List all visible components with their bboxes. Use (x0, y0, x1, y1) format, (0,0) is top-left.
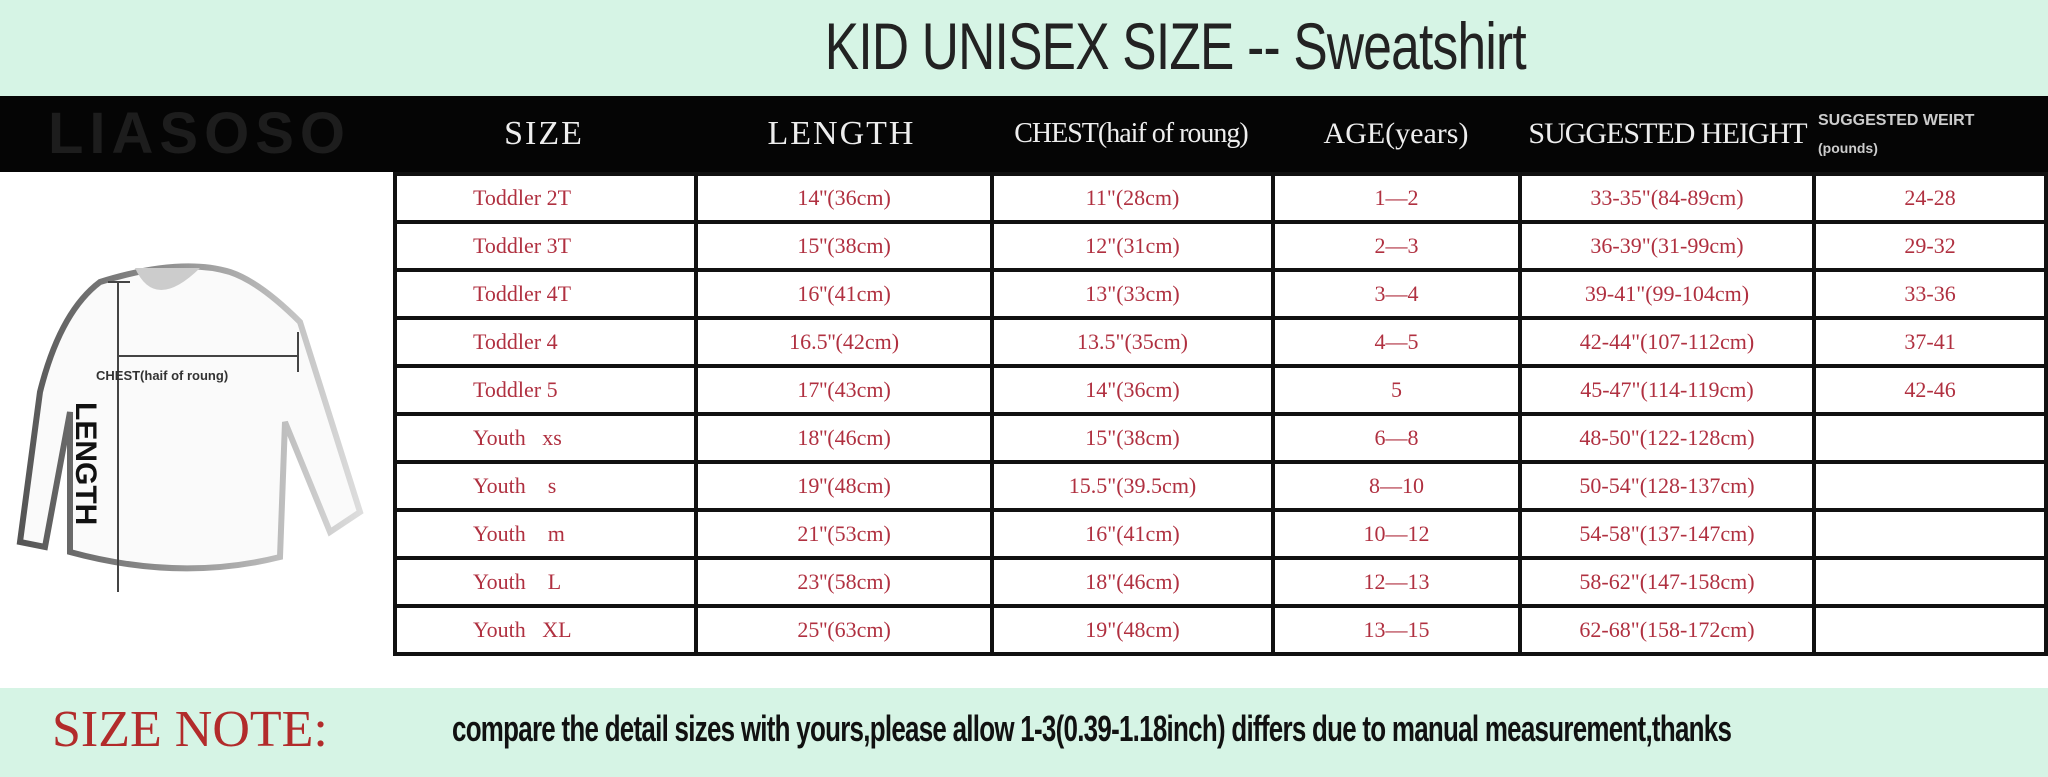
cell-age: 3—4 (1271, 268, 1522, 320)
table-row: Toddler 2T 14''(36cm) 11"(28cm) 1—2 33-35"(8… (392, 172, 2048, 224)
cell-chest: 13.5"(35cm) (989, 316, 1276, 368)
cell-length: 25''(63cm) (694, 604, 994, 656)
cell-weight (1812, 556, 2048, 608)
sweatshirt-icon (16, 263, 364, 592)
title-band (0, 0, 2048, 96)
table-row: Toddler 5 17''(43cm) 14"(36cm) 5 45-47"(114-… (392, 364, 2048, 416)
cell-size: Toddler 3T (392, 220, 699, 272)
header-age: AGE(years) (1323, 117, 1469, 150)
cell-length: 14''(36cm) (694, 172, 994, 224)
cell-age: 1—2 (1271, 172, 1522, 224)
cell-age: 5 (1271, 364, 1522, 416)
cell-weight (1812, 604, 2048, 656)
cell-chest: 16"(41cm) (989, 508, 1276, 560)
cell-weight (1812, 412, 2048, 464)
cell-height: 48-50"(122-128cm) (1517, 412, 1817, 464)
cell-length: 18''(46cm) (694, 412, 994, 464)
cell-chest: 13"(33cm) (989, 268, 1276, 320)
table-row: Youth XL 25''(63cm) 19"(48cm) 13—15 62-68"(1… (392, 604, 2048, 656)
cell-chest: 15"(38cm) (989, 412, 1276, 464)
size-note-label: SIZE NOTE: (52, 701, 328, 758)
cell-length: 17''(43cm) (694, 364, 994, 416)
cell-weight (1812, 508, 2048, 560)
cell-age: 12—13 (1271, 556, 1522, 608)
cell-height: 54-58"(137-147cm) (1517, 508, 1817, 560)
cell-chest: 12"(31cm) (989, 220, 1276, 272)
header-height: SUGGESTED HEIGHT (1528, 117, 1807, 150)
cell-size: Youth s (392, 460, 699, 512)
table-row: Youth L 23''(58cm) 18"(46cm) 12—13 58-62"(14… (392, 556, 2048, 608)
garment-diagram: CHEST(haif of roung) LENGTH (0, 172, 393, 688)
cell-age: 4—5 (1271, 316, 1522, 368)
note-band (0, 688, 2048, 777)
cell-length: 23''(58cm) (694, 556, 994, 608)
cell-length: 21''(53cm) (694, 508, 994, 560)
length-measure-label: LENGTH (69, 402, 102, 526)
header-chest: CHEST(haif of roung) (1014, 118, 1249, 149)
cell-height: 36-39"(31-99cm) (1517, 220, 1817, 272)
cell-height: 33-35"(84-89cm) (1517, 172, 1817, 224)
header-weight-unit: (pounds) (1818, 140, 1878, 156)
cell-size: Youth m (392, 508, 699, 560)
header-length: LENGTH (767, 115, 916, 152)
cell-size: Youth xs (392, 412, 699, 464)
brand-logo: LIASOSO (48, 101, 352, 166)
cell-height: 42-44"(107-112cm) (1517, 316, 1817, 368)
cell-height: 45-47"(114-119cm) (1517, 364, 1817, 416)
cell-weight: 37-41 (1812, 316, 2048, 368)
cell-length: 16''(41cm) (694, 268, 994, 320)
page-title: KID UNISEX SIZE -- Sweatshirt (824, 9, 1527, 83)
table-row: Youth s 19''(48cm) 15.5"(39.5cm) 8—10 50-54"… (392, 460, 2048, 512)
cell-length: 16.5''(42cm) (694, 316, 994, 368)
cell-age: 10—12 (1271, 508, 1522, 560)
cell-height: 62-68"(158-172cm) (1517, 604, 1817, 656)
cell-weight: 24-28 (1812, 172, 2048, 224)
cell-chest: 15.5"(39.5cm) (989, 460, 1276, 512)
cell-chest: 11"(28cm) (989, 172, 1276, 224)
cell-age: 2—3 (1271, 220, 1522, 272)
cell-size: Youth L (392, 556, 699, 608)
cell-weight: 29-32 (1812, 220, 2048, 272)
chest-measure-label: CHEST(haif of roung) (96, 368, 229, 383)
table-row: Youth m 21''(53cm) 16"(41cm) 10—12 54-58"(13… (392, 508, 2048, 560)
cell-age: 13—15 (1271, 604, 1522, 656)
cell-age: 6—8 (1271, 412, 1522, 464)
cell-length: 15''(38cm) (694, 220, 994, 272)
table-row: Toddler 3T 15''(38cm) 12"(31cm) 2—3 36-39"(3… (392, 220, 2048, 272)
table-row: Youth xs 18''(46cm) 15"(38cm) 6—8 48-50"(122… (392, 412, 2048, 464)
cell-length: 19''(48cm) (694, 460, 994, 512)
size-note-text: compare the detail sizes with yours,plea… (452, 708, 1732, 749)
cell-weight: 33-36 (1812, 268, 2048, 320)
header-bar (0, 96, 2048, 172)
header-weight: SUGGESTED WEIRT (pounds) (1818, 96, 2048, 172)
cell-size: Toddler 2T (392, 172, 699, 224)
cell-weight (1812, 460, 2048, 512)
size-table: Toddler 2T 14''(36cm) 11"(28cm) 1—2 33-35"(8… (392, 172, 2048, 656)
table-row: Toddler 4 16.5''(42cm) 13.5"(35cm) 4—5 42-44… (392, 316, 2048, 368)
cell-chest: 18"(46cm) (989, 556, 1276, 608)
cell-height: 58-62"(147-158cm) (1517, 556, 1817, 608)
cell-weight: 42-46 (1812, 364, 2048, 416)
cell-size: Youth XL (392, 604, 699, 656)
cell-chest: 19"(48cm) (989, 604, 1276, 656)
cell-chest: 14"(36cm) (989, 364, 1276, 416)
cell-size: Toddler 4 (392, 316, 699, 368)
header-weight-label: SUGGESTED WEIRT (1818, 112, 1975, 129)
cell-size: Toddler 5 (392, 364, 699, 416)
cell-size: Toddler 4T (392, 268, 699, 320)
cell-height: 50-54"(128-137cm) (1517, 460, 1817, 512)
cell-height: 39-41"(99-104cm) (1517, 268, 1817, 320)
cell-age: 8—10 (1271, 460, 1522, 512)
table-row: Toddler 4T 16''(41cm) 13"(33cm) 3—4 39-41"(9… (392, 268, 2048, 320)
header-size: SIZE (504, 115, 584, 152)
